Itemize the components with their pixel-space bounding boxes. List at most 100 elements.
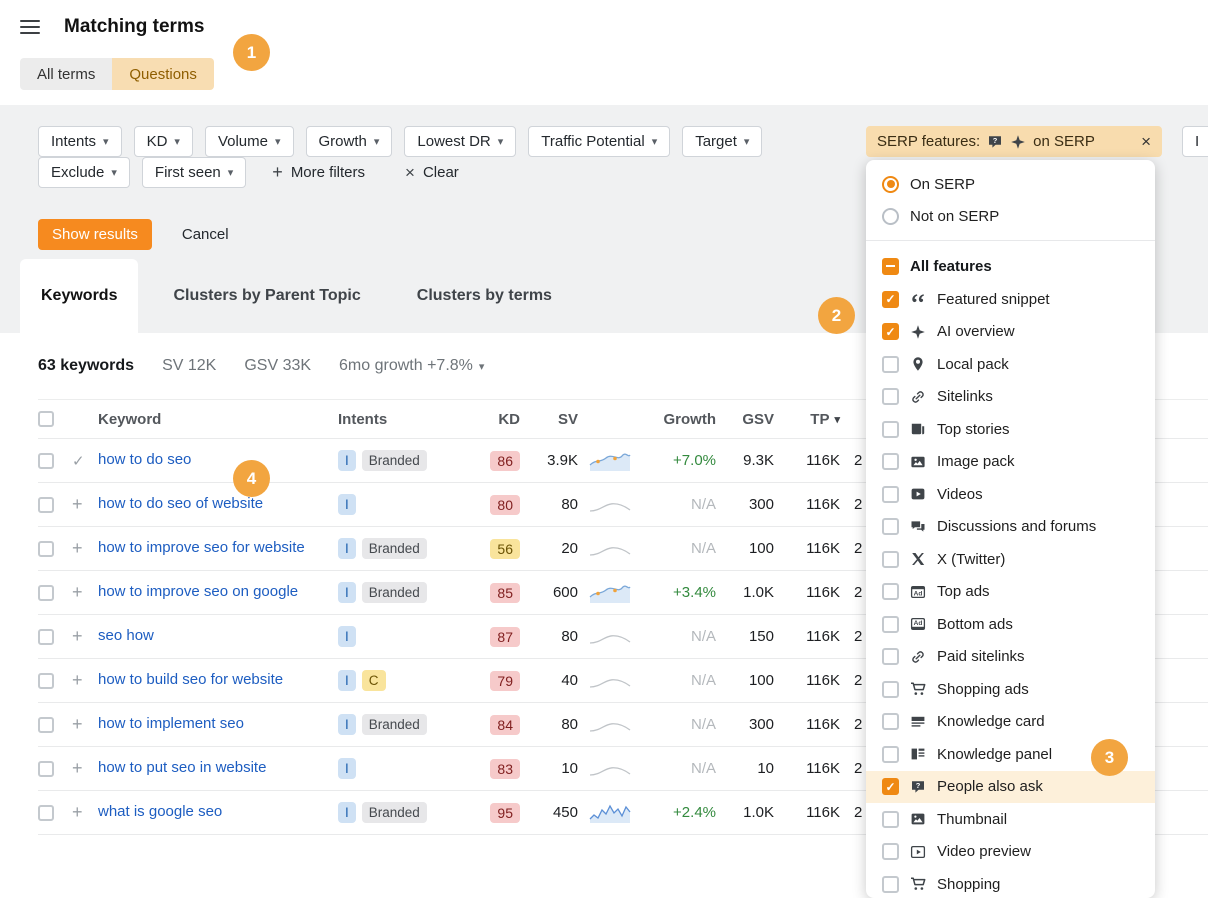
row-checkbox[interactable]: [38, 585, 54, 601]
serp-features-filter-button[interactable]: SERP features: ? on SERP ×: [866, 126, 1162, 157]
filter-exclude[interactable]: Exclude ▾: [38, 157, 130, 188]
show-results-button[interactable]: Show results: [38, 219, 152, 250]
growth-summary[interactable]: 6mo growth +7.8%▾: [339, 357, 484, 375]
feature-checkbox[interactable]: [882, 681, 899, 698]
keyword-link[interactable]: how to improve seo on google: [98, 578, 298, 606]
cut-off-filter-button[interactable]: I: [1182, 126, 1208, 157]
row-checkbox[interactable]: [38, 805, 54, 821]
column-header-sv[interactable]: SV: [520, 411, 578, 428]
row-checkbox[interactable]: [38, 497, 54, 513]
serp-feature-local-pack[interactable]: Local pack: [866, 348, 1155, 381]
tab-clusters-by-parent-topic[interactable]: Clusters by Parent Topic: [152, 259, 381, 333]
close-icon[interactable]: ×: [1133, 132, 1151, 152]
feature-checkbox[interactable]: [882, 616, 899, 633]
more-filters-button[interactable]: +More filters: [272, 162, 365, 183]
add-keyword-icon[interactable]: +: [72, 626, 83, 647]
serp-feature-sitelinks[interactable]: Sitelinks: [866, 381, 1155, 414]
serp-feature-x-twitter[interactable]: X (Twitter): [866, 543, 1155, 576]
keyword-link[interactable]: how to do seo of website: [98, 490, 263, 518]
feature-checkbox[interactable]: [882, 876, 899, 893]
keyword-link[interactable]: what is google seo: [98, 798, 222, 826]
serp-feature-video-preview[interactable]: Video preview: [866, 836, 1155, 869]
serp-feature-discussions-and-forums[interactable]: Discussions and forums: [866, 511, 1155, 544]
filter-first-seen[interactable]: First seen ▾: [142, 157, 246, 188]
serp-feature-featured-snippet[interactable]: ✓Featured snippet: [866, 283, 1155, 316]
row-checkbox[interactable]: [38, 629, 54, 645]
radio-not-on-serp[interactable]: Not on SERP: [866, 200, 1155, 232]
add-keyword-icon[interactable]: +: [72, 494, 83, 515]
add-keyword-icon[interactable]: +: [72, 758, 83, 779]
filter-volume[interactable]: Volume ▾: [205, 126, 294, 157]
feature-checkbox[interactable]: [882, 518, 899, 535]
feature-checkbox[interactable]: [882, 713, 899, 730]
feature-checkbox[interactable]: ✓: [882, 778, 899, 795]
column-header-gsv[interactable]: GSV: [716, 411, 774, 428]
tab-all-terms[interactable]: All terms: [20, 58, 112, 90]
feature-checkbox[interactable]: [882, 388, 899, 405]
feature-checkbox[interactable]: [882, 453, 899, 470]
add-keyword-icon[interactable]: +: [72, 802, 83, 823]
feature-checkbox[interactable]: [882, 421, 899, 438]
keyword-link[interactable]: seo how: [98, 622, 154, 650]
radio-icon[interactable]: [882, 176, 899, 193]
filter-traffic-potential[interactable]: Traffic Potential ▾: [528, 126, 670, 157]
filter-intents[interactable]: Intents ▾: [38, 126, 122, 157]
row-checkbox[interactable]: [38, 761, 54, 777]
serp-feature-image-pack[interactable]: Image pack: [866, 446, 1155, 479]
column-header-keyword[interactable]: Keyword: [98, 411, 338, 428]
add-keyword-icon[interactable]: +: [72, 538, 83, 559]
feature-checkbox[interactable]: [882, 843, 899, 860]
add-keyword-icon[interactable]: +: [72, 714, 83, 735]
filter-growth[interactable]: Growth ▾: [306, 126, 393, 157]
feature-checkbox[interactable]: [882, 746, 899, 763]
filter-target[interactable]: Target ▾: [682, 126, 762, 157]
row-checkbox[interactable]: [38, 673, 54, 689]
keyword-link[interactable]: how to do seo: [98, 446, 191, 474]
add-keyword-icon[interactable]: +: [72, 582, 83, 603]
feature-checkbox[interactable]: [882, 551, 899, 568]
feature-checkbox[interactable]: [882, 648, 899, 665]
filter-kd[interactable]: KD ▾: [134, 126, 193, 157]
column-header-growth[interactable]: Growth: [642, 411, 716, 428]
added-check-icon[interactable]: ✓: [72, 452, 85, 470]
row-checkbox[interactable]: [38, 717, 54, 733]
serp-feature-knowledge-card[interactable]: Knowledge card: [866, 706, 1155, 739]
cancel-button[interactable]: Cancel: [182, 226, 229, 243]
feature-checkbox[interactable]: ✓: [882, 323, 899, 340]
feature-checkbox[interactable]: ✓: [882, 291, 899, 308]
all-features-checkbox[interactable]: [882, 258, 899, 275]
serp-feature-shopping[interactable]: Shopping: [866, 868, 1155, 898]
radio-on-serp[interactable]: On SERP: [866, 168, 1155, 200]
feature-checkbox[interactable]: [882, 486, 899, 503]
serp-feature-bottom-ads[interactable]: AdBottom ads: [866, 608, 1155, 641]
serp-feature-paid-sitelinks[interactable]: Paid sitelinks: [866, 641, 1155, 674]
keyword-link[interactable]: how to build seo for website: [98, 666, 283, 694]
serp-feature-thumbnail[interactable]: Thumbnail: [866, 803, 1155, 836]
feature-checkbox[interactable]: [882, 811, 899, 828]
row-checkbox[interactable]: [38, 541, 54, 557]
clear-filters-button[interactable]: ×Clear: [405, 163, 459, 183]
column-header-kd[interactable]: KD: [468, 411, 520, 428]
column-header-intents[interactable]: Intents: [338, 411, 468, 428]
hamburger-menu-icon[interactable]: [20, 20, 40, 35]
tab-questions[interactable]: Questions: [112, 58, 214, 90]
radio-icon[interactable]: [882, 208, 899, 225]
keyword-link[interactable]: how to put seo in website: [98, 754, 266, 782]
row-checkbox[interactable]: [38, 453, 54, 469]
filter-lowest-dr[interactable]: Lowest DR ▾: [404, 126, 516, 157]
tab-clusters-by-terms[interactable]: Clusters by terms: [396, 259, 573, 333]
feature-checkbox[interactable]: [882, 356, 899, 373]
tab-keywords[interactable]: Keywords: [20, 259, 138, 333]
column-header-tp[interactable]: TP▾: [774, 411, 840, 428]
serp-feature-shopping-ads[interactable]: Shopping ads: [866, 673, 1155, 706]
add-keyword-icon[interactable]: +: [72, 670, 83, 691]
serp-feature-videos[interactable]: Videos: [866, 478, 1155, 511]
serp-feature-top-stories[interactable]: Top stories: [866, 413, 1155, 446]
select-all-checkbox[interactable]: [38, 411, 54, 427]
feature-checkbox[interactable]: [882, 583, 899, 600]
keyword-link[interactable]: how to implement seo: [98, 710, 244, 738]
serp-feature-top-ads[interactable]: AdTop ads: [866, 576, 1155, 609]
serp-feature-ai-overview[interactable]: ✓AI overview: [866, 316, 1155, 349]
all-features-toggle[interactable]: All features: [866, 249, 1155, 283]
keyword-link[interactable]: how to improve seo for website: [98, 534, 305, 562]
